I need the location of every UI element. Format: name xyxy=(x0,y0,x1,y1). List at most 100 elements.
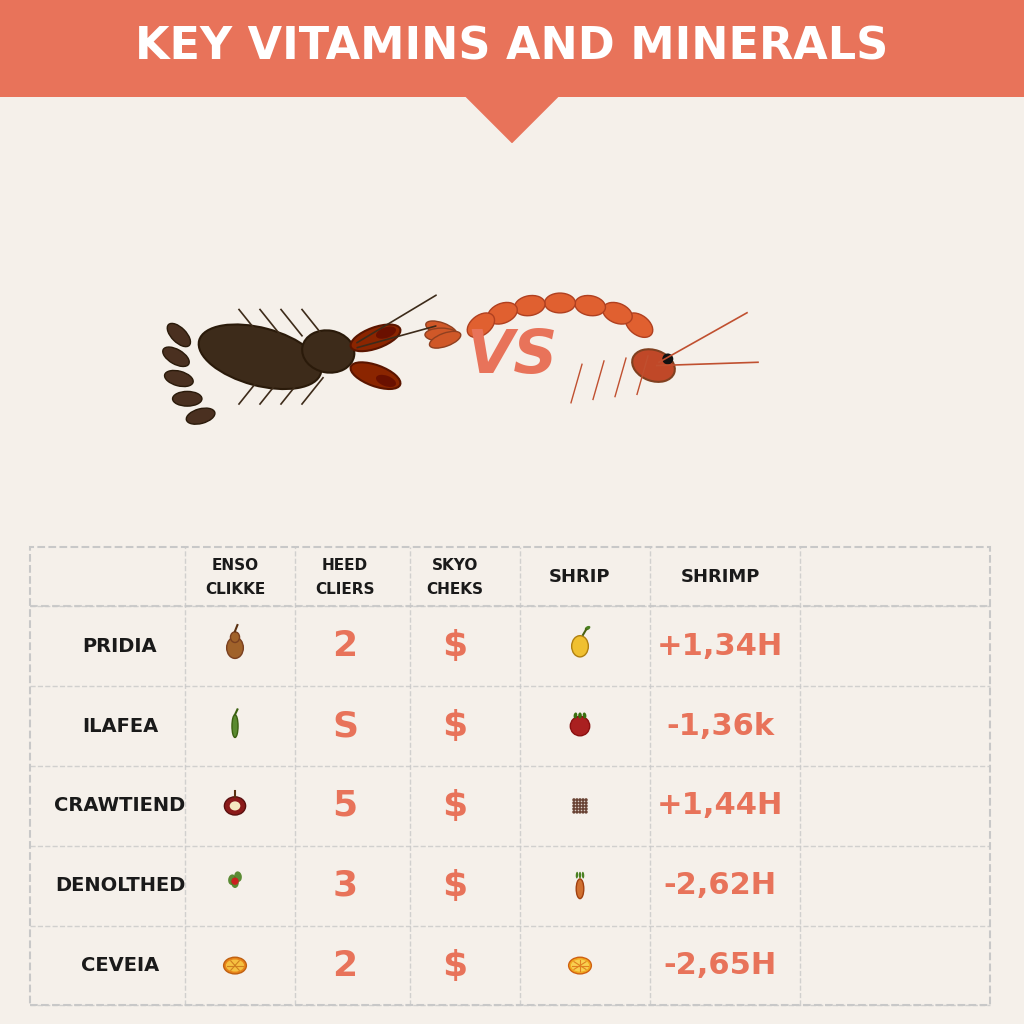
Circle shape xyxy=(575,810,579,814)
Ellipse shape xyxy=(376,375,396,387)
Text: SKYO: SKYO xyxy=(432,558,478,573)
Ellipse shape xyxy=(350,325,400,351)
Text: $: $ xyxy=(442,788,468,823)
Circle shape xyxy=(572,804,575,808)
Ellipse shape xyxy=(487,302,517,324)
Ellipse shape xyxy=(173,391,202,407)
Ellipse shape xyxy=(226,637,244,658)
Ellipse shape xyxy=(230,632,240,642)
Ellipse shape xyxy=(582,871,585,879)
Ellipse shape xyxy=(231,878,239,888)
Polygon shape xyxy=(461,92,563,143)
Text: 2: 2 xyxy=(333,630,357,664)
Ellipse shape xyxy=(603,302,632,324)
Ellipse shape xyxy=(223,957,247,974)
Ellipse shape xyxy=(575,871,579,879)
Ellipse shape xyxy=(426,321,457,338)
Ellipse shape xyxy=(232,715,238,737)
Text: SHRIMP: SHRIMP xyxy=(680,567,760,586)
Text: 3: 3 xyxy=(333,868,357,903)
Text: $: $ xyxy=(442,709,468,743)
Ellipse shape xyxy=(425,328,458,341)
Text: HEED: HEED xyxy=(322,558,368,573)
Circle shape xyxy=(575,798,579,802)
Text: ILAFEA: ILAFEA xyxy=(82,717,158,735)
Circle shape xyxy=(231,878,239,885)
Ellipse shape xyxy=(229,802,241,810)
Text: $: $ xyxy=(442,630,468,664)
Circle shape xyxy=(579,810,582,814)
Ellipse shape xyxy=(163,347,189,367)
Circle shape xyxy=(582,801,585,805)
Ellipse shape xyxy=(226,959,244,972)
Circle shape xyxy=(585,810,588,814)
Ellipse shape xyxy=(350,362,400,389)
Text: +1,44H: +1,44H xyxy=(656,792,783,820)
Ellipse shape xyxy=(167,324,190,347)
Text: CHEKS: CHEKS xyxy=(427,583,483,597)
Ellipse shape xyxy=(514,296,545,315)
Ellipse shape xyxy=(199,325,322,389)
Ellipse shape xyxy=(626,313,652,337)
Text: DENOLTHED: DENOLTHED xyxy=(55,877,185,895)
Ellipse shape xyxy=(579,713,582,719)
Ellipse shape xyxy=(376,327,396,339)
Text: +1,34H: +1,34H xyxy=(656,632,783,660)
Ellipse shape xyxy=(545,293,575,313)
Ellipse shape xyxy=(571,959,589,972)
Circle shape xyxy=(575,804,579,808)
Text: -2,62H: -2,62H xyxy=(664,871,776,900)
Ellipse shape xyxy=(573,713,578,719)
Text: ENSO: ENSO xyxy=(211,558,259,573)
Text: CRAWTIEND: CRAWTIEND xyxy=(54,797,185,815)
Ellipse shape xyxy=(429,332,461,348)
Circle shape xyxy=(579,804,582,808)
Text: KEY VITAMINS AND MINERALS: KEY VITAMINS AND MINERALS xyxy=(135,26,889,69)
Circle shape xyxy=(582,810,585,814)
Ellipse shape xyxy=(467,313,495,337)
Circle shape xyxy=(579,798,582,802)
Text: VS: VS xyxy=(466,328,558,386)
Circle shape xyxy=(572,798,575,802)
Text: SHRIP: SHRIP xyxy=(549,567,610,586)
Text: CLIERS: CLIERS xyxy=(315,583,375,597)
Text: CEVEIA: CEVEIA xyxy=(81,956,159,975)
Text: $: $ xyxy=(442,948,468,983)
Circle shape xyxy=(663,353,674,365)
Ellipse shape xyxy=(234,871,242,882)
Text: PRIDIA: PRIDIA xyxy=(83,637,158,655)
Circle shape xyxy=(579,801,582,805)
Circle shape xyxy=(570,717,590,736)
Circle shape xyxy=(572,801,575,805)
Ellipse shape xyxy=(583,713,587,719)
Ellipse shape xyxy=(571,636,589,657)
Text: CLIKKE: CLIKKE xyxy=(205,583,265,597)
Ellipse shape xyxy=(228,874,236,885)
Ellipse shape xyxy=(224,797,246,815)
Ellipse shape xyxy=(165,371,194,386)
Text: -1,36k: -1,36k xyxy=(666,712,774,740)
Circle shape xyxy=(585,807,588,811)
Ellipse shape xyxy=(632,349,675,382)
Circle shape xyxy=(582,804,585,808)
Circle shape xyxy=(572,807,575,811)
Ellipse shape xyxy=(579,871,582,879)
Circle shape xyxy=(585,804,588,808)
Circle shape xyxy=(582,807,585,811)
FancyBboxPatch shape xyxy=(0,0,1024,97)
Circle shape xyxy=(575,807,579,811)
Circle shape xyxy=(579,807,582,811)
Text: 5: 5 xyxy=(333,788,357,823)
Text: $: $ xyxy=(442,868,468,903)
Circle shape xyxy=(582,798,585,802)
Circle shape xyxy=(585,798,588,802)
Ellipse shape xyxy=(568,957,592,974)
Ellipse shape xyxy=(585,626,591,630)
Ellipse shape xyxy=(302,331,354,373)
Circle shape xyxy=(585,801,588,805)
Circle shape xyxy=(575,801,579,805)
Ellipse shape xyxy=(574,296,605,315)
Text: S: S xyxy=(332,709,358,743)
Text: -2,65H: -2,65H xyxy=(664,951,776,980)
Circle shape xyxy=(572,810,575,814)
